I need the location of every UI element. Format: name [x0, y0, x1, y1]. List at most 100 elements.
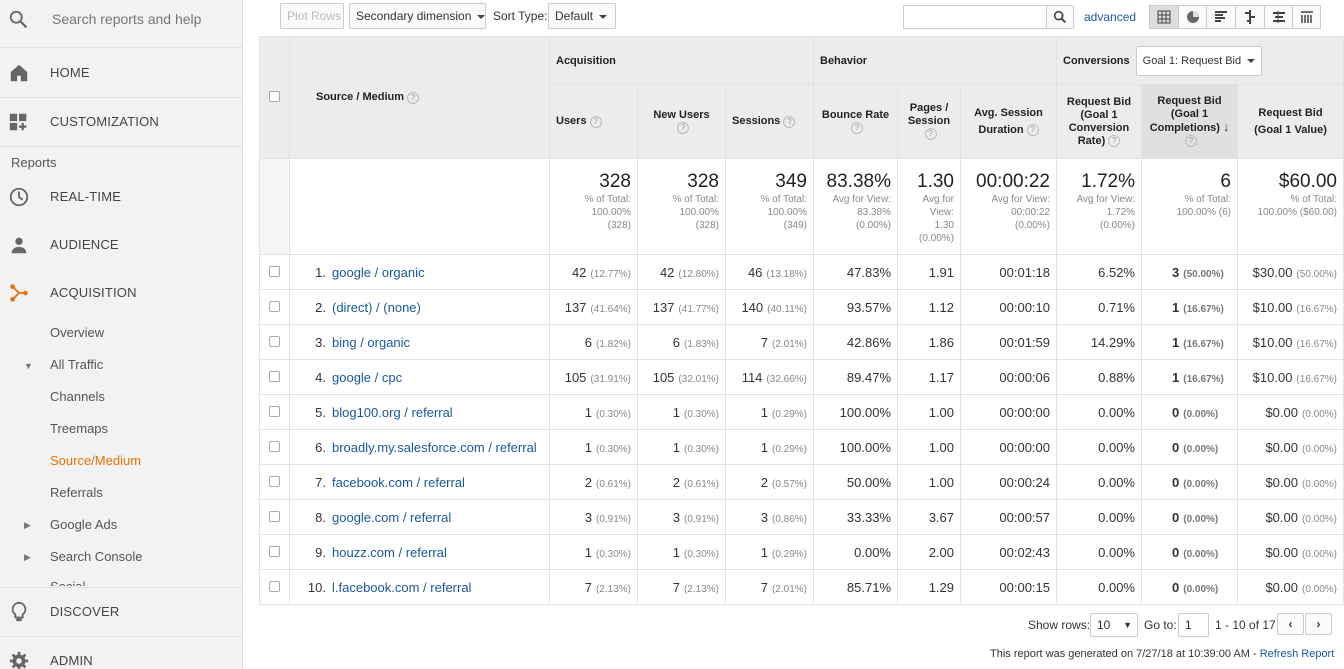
- source-medium-link[interactable]: blog100.org / referral: [332, 404, 453, 420]
- help-icon[interactable]: ?: [1185, 135, 1197, 148]
- source-cell: 9. houzz.com / referral: [289, 534, 550, 570]
- triangle-right-icon[interactable]: ▶: [24, 520, 31, 530]
- table-filter-input[interactable]: [903, 5, 1047, 29]
- cell-value: 1: [760, 544, 768, 560]
- sidebar-item-search-console[interactable]: Search Console: [50, 549, 143, 564]
- row-checkbox[interactable]: [269, 545, 280, 557]
- table-view-icon[interactable]: [1150, 6, 1179, 28]
- sidebar-item-google-ads[interactable]: Google Ads: [50, 517, 118, 532]
- column-header-avg-duration[interactable]: Avg. Session Duration?: [960, 84, 1057, 159]
- term-cloud-view-icon[interactable]: [1265, 6, 1293, 28]
- source-medium-link[interactable]: broadly.my.salesforce.com / referral: [332, 439, 537, 455]
- row-checkbox[interactable]: [269, 370, 280, 382]
- performance-view-icon[interactable]: [1207, 6, 1236, 28]
- column-header-goal-value[interactable]: Request Bid (Goal 1 Value): [1237, 84, 1344, 159]
- source-medium-link[interactable]: facebook.com / referral: [332, 474, 465, 490]
- previous-page-button[interactable]: ‹: [1277, 613, 1304, 635]
- next-page-button[interactable]: ›: [1305, 613, 1332, 635]
- triangle-right-icon[interactable]: ▶: [24, 552, 31, 562]
- source-medium-link[interactable]: google / cpc: [332, 369, 403, 385]
- help-icon[interactable]: ?: [677, 121, 689, 134]
- bounce-rate-cell: 93.57%: [813, 289, 898, 325]
- pivot-view-icon[interactable]: [1293, 6, 1321, 28]
- search-button[interactable]: [1046, 5, 1074, 29]
- row-checkbox[interactable]: [269, 580, 280, 592]
- sidebar-item-admin[interactable]: ADMIN: [0, 637, 242, 669]
- column-header-pages-session[interactable]: Pages / Session?: [897, 84, 961, 159]
- pages-session-cell: 1.00: [897, 394, 961, 430]
- comparison-view-icon[interactable]: [1236, 6, 1265, 28]
- total-label: Avg for View:: [1076, 194, 1135, 205]
- source-medium-link[interactable]: (direct) / (none): [332, 299, 421, 315]
- generated-timestamp: This report was generated on 7/27/18 at …: [990, 648, 1257, 660]
- row-checkbox[interactable]: [269, 405, 280, 417]
- sidebar-item-source-medium[interactable]: Source/Medium: [50, 453, 142, 468]
- column-header-new-users[interactable]: New Users?: [637, 84, 726, 159]
- column-header-completions[interactable]: Request Bid (Goal 1 Completions) ↓?: [1141, 84, 1238, 159]
- row-checkbox[interactable]: [269, 300, 280, 312]
- sessions-cell: 2 (0.57%): [725, 464, 814, 500]
- sort-type-dropdown[interactable]: Default: [548, 3, 616, 29]
- total-value: 328: [687, 171, 719, 192]
- row-checkbox[interactable]: [269, 475, 280, 487]
- column-header-label: Avg. Session Duration: [974, 106, 1043, 136]
- help-icon[interactable]: ?: [1108, 134, 1121, 147]
- goto-input[interactable]: 1: [1178, 613, 1209, 637]
- select-all-checkbox[interactable]: [269, 90, 280, 102]
- goal-select-dropdown[interactable]: Goal 1: Request Bid: [1135, 45, 1262, 76]
- refresh-report-link[interactable]: Refresh Report: [1259, 648, 1335, 660]
- source-medium-link[interactable]: l.facebook.com / referral: [332, 579, 472, 595]
- sidebar-item-treemaps[interactable]: Treemaps: [50, 421, 109, 436]
- pie-view-icon[interactable]: [1179, 6, 1207, 28]
- plot-rows-button[interactable]: Plot Rows: [280, 3, 344, 29]
- row-checkbox[interactable]: [269, 510, 280, 522]
- row-checkbox[interactable]: [269, 440, 280, 452]
- secondary-dimension-dropdown[interactable]: Secondary dimension: [349, 3, 486, 29]
- sidebar-item-referrals[interactable]: Referrals: [50, 485, 103, 500]
- help-icon[interactable]: ?: [407, 91, 420, 104]
- row-checkbox[interactable]: [269, 265, 280, 277]
- source-medium-link[interactable]: google.com / referral: [332, 509, 452, 525]
- help-icon[interactable]: ?: [851, 121, 863, 134]
- table-row: 7. facebook.com / referral 2 (0.61%) 2 (0.61%…: [259, 464, 1344, 500]
- avg-duration-cell: 00:00:24: [960, 464, 1057, 500]
- sidebar-search[interactable]: Search reports and help: [0, 0, 242, 48]
- source-medium-link[interactable]: houzz.com / referral: [332, 544, 447, 560]
- sidebar-item-all-traffic[interactable]: All Traffic: [50, 357, 104, 372]
- advanced-link[interactable]: advanced: [1084, 10, 1137, 24]
- person-icon: [11, 237, 27, 254]
- column-header-sessions[interactable]: Sessions?: [725, 84, 814, 159]
- sidebar-item-customization[interactable]: CUSTOMIZATION: [0, 98, 242, 146]
- help-icon[interactable]: ?: [783, 115, 796, 128]
- sidebar-item-overview[interactable]: Overview: [50, 325, 105, 340]
- row-checkbox[interactable]: [269, 335, 280, 347]
- sidebar-item-home[interactable]: HOME: [0, 49, 242, 97]
- cell-percent: (0.30%): [683, 408, 719, 420]
- help-icon[interactable]: ?: [1026, 123, 1039, 136]
- triangle-down-icon[interactable]: ▼: [24, 361, 33, 371]
- users-cell: 1 (0.30%): [549, 429, 638, 465]
- cell-percent: (0.30%): [595, 408, 631, 420]
- column-header-conversion-rate[interactable]: Request Bid (Goal 1 Conversion Rate)?: [1056, 84, 1142, 159]
- help-icon[interactable]: ?: [589, 115, 602, 128]
- sidebar-item-discover[interactable]: DISCOVER: [0, 588, 242, 636]
- avg-duration-cell: 00:01:59: [960, 324, 1057, 360]
- cell-value: 140: [741, 299, 764, 315]
- source-medium-link[interactable]: bing / organic: [332, 334, 411, 350]
- sidebar-item-audience[interactable]: AUDIENCE: [0, 221, 242, 269]
- cell-value: 3: [672, 509, 680, 525]
- sidebar-item-channels[interactable]: Channels: [50, 389, 105, 404]
- dimension-header[interactable]: Source / Medium?: [289, 36, 550, 159]
- report-main: Plot Rows Secondary dimension Sort Type:…: [243, 0, 1344, 669]
- sessions-cell: 1 (0.29%): [725, 429, 814, 465]
- column-header-bounce-rate[interactable]: Bounce Rate?: [813, 84, 898, 159]
- conversions-group-header: Conversions Goal 1: Request Bid: [1056, 36, 1344, 85]
- sidebar-item-social[interactable]: Social: [50, 579, 85, 586]
- sidebar-item-acquisition[interactable]: ACQUISITION: [0, 269, 242, 317]
- column-header-users[interactable]: Users?: [549, 84, 638, 159]
- help-icon[interactable]: ?: [924, 128, 937, 141]
- reports-heading: Reports: [11, 155, 57, 170]
- sidebar-item-realtime[interactable]: REAL-TIME: [0, 173, 242, 221]
- show-rows-dropdown[interactable]: 10 ▼: [1090, 613, 1138, 637]
- source-medium-link[interactable]: google / organic: [332, 264, 425, 280]
